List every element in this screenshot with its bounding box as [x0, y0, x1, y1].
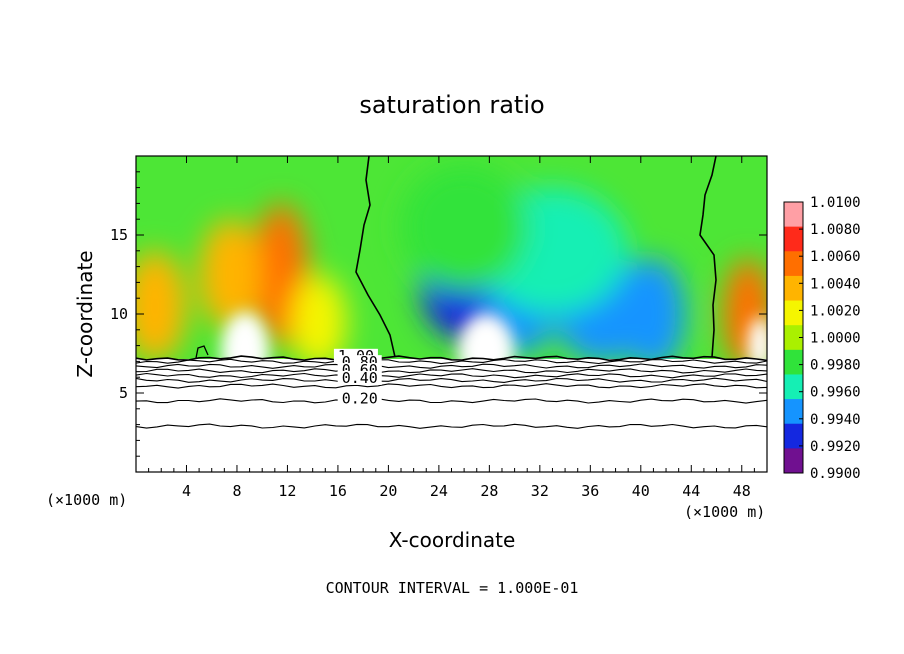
- x-tick-label-8: 36: [581, 482, 599, 500]
- x-unit-right: (×1000 m): [684, 503, 765, 521]
- x-tick-label-0: 4: [182, 482, 191, 500]
- contour-label-4: 0.20: [342, 389, 378, 407]
- field-blob-1: [199, 219, 263, 330]
- contour-line-0: [136, 355, 767, 362]
- colorbar-label-3: 1.0040: [810, 276, 861, 292]
- colorbar-label-8: 0.9940: [810, 412, 861, 428]
- x-tick-label-1: 8: [232, 482, 241, 500]
- contour-line-7: [136, 398, 767, 404]
- y-axis: 5 10 15: [110, 171, 767, 457]
- colorbar-swatch-6: [784, 349, 803, 375]
- colorbar-swatch-1: [784, 226, 803, 252]
- chart-title: saturation ratio: [359, 91, 544, 119]
- colorbar-label-2: 1.0060: [810, 249, 861, 265]
- y-tick-label-1: 10: [110, 305, 128, 323]
- field-blob-11: [401, 163, 528, 291]
- colorbar-label-5: 1.0000: [810, 331, 861, 347]
- contour-line-5: [136, 377, 767, 384]
- field-blob-3: [291, 274, 347, 370]
- contour-line-8: [136, 423, 767, 429]
- x-tick-label-6: 28: [480, 482, 498, 500]
- contour-label-bg-4: [337, 391, 382, 406]
- x-tick-label-7: 32: [531, 482, 549, 500]
- contour-line-2: [136, 363, 767, 369]
- colorbar-swatch-2: [784, 251, 803, 277]
- colorbar-swatch-10: [784, 448, 803, 474]
- contour-line-6: [136, 383, 767, 389]
- contour-interval-footer: CONTOUR INTERVAL = 1.000E-01: [326, 579, 579, 597]
- colorbar-label-6: 0.9980: [810, 358, 861, 374]
- x-tick-label-2: 12: [278, 482, 296, 500]
- contour-line-3: [136, 368, 767, 374]
- unity-contour-1: [355, 156, 396, 358]
- x-tick-label-9: 40: [632, 482, 650, 500]
- y-tick-label-2: 15: [110, 226, 128, 244]
- colorbar-swatch-8: [784, 399, 803, 425]
- unity-contour-3: [195, 345, 209, 359]
- x-tick-label-5: 24: [430, 482, 448, 500]
- colorbar-swatch-3: [784, 275, 803, 302]
- field-blob-9: [621, 258, 685, 370]
- x-tick-label-3: 16: [329, 482, 347, 500]
- contour-line-1: [136, 358, 767, 365]
- x-axis: 4 8 12 16 20 24 28 32 36 40 44 48: [148, 156, 755, 500]
- colorbar-label-1: 1.0080: [810, 222, 861, 238]
- contour-label-bg-3: [337, 370, 382, 385]
- colorbar-swatch-9: [784, 423, 803, 449]
- y-tick-label-0: 5: [119, 384, 128, 402]
- colorbar-swatch-0: [784, 202, 803, 228]
- contour-labels: 1.000.800.600.400.20: [333, 347, 382, 407]
- x-axis-label: X-coordinate: [389, 528, 516, 552]
- colorbar-label-10: 0.9900: [810, 466, 861, 482]
- x-tick-label-4: 20: [379, 482, 397, 500]
- x-unit-left: (×1000 m): [46, 491, 127, 509]
- colorbar-swatch-4: [784, 300, 803, 326]
- colorbar-swatch-5: [784, 325, 803, 351]
- contour-lines: [136, 355, 767, 429]
- colorbar-label-7: 0.9960: [810, 385, 861, 401]
- x-tick-label-10: 44: [682, 482, 700, 500]
- colorbar-label-9: 0.9920: [810, 439, 861, 455]
- colorbar-label-0: 1.0100: [810, 195, 861, 211]
- contour-label-3: 0.40: [342, 369, 378, 387]
- colorbar: 1.0100 1.0080 1.0060 1.0040 1.0020 1.0000 0.99…: [783, 195, 861, 482]
- plot-area: [136, 156, 767, 472]
- x-tick-label-11: 48: [733, 482, 751, 500]
- contour-line-4: [136, 372, 767, 379]
- colorbar-swatch-7: [784, 374, 803, 400]
- colorbar-label-4: 1.0020: [810, 303, 861, 319]
- unity-contour-2: [699, 156, 717, 358]
- field-blob-2: [136, 250, 187, 362]
- y-axis-label: Z-coordinate: [73, 250, 97, 377]
